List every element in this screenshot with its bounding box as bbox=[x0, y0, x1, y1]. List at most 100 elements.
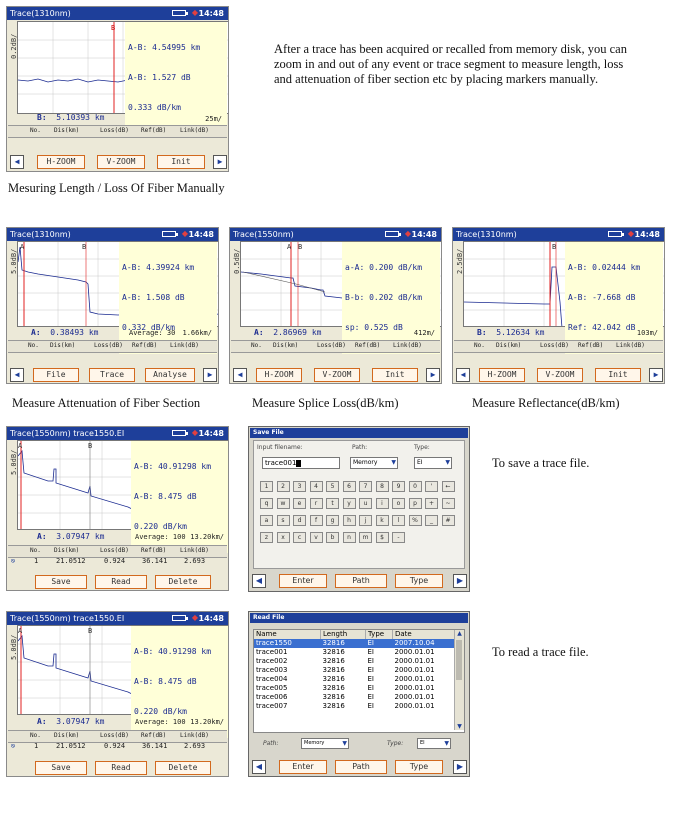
left-arrow-icon[interactable]: ◀ bbox=[252, 574, 266, 588]
key-1-1[interactable]: w bbox=[276, 498, 290, 509]
key-2-4[interactable]: g bbox=[326, 515, 339, 526]
enter-button[interactable]: Enter bbox=[279, 760, 327, 774]
trace-button[interactable]: Trace bbox=[89, 368, 135, 382]
type-button[interactable]: Type bbox=[395, 760, 443, 774]
key-1-4[interactable]: t bbox=[326, 498, 339, 509]
save-button[interactable]: Save bbox=[35, 761, 87, 775]
file-row[interactable]: trace004 32816 EI 2000.01.01 bbox=[254, 675, 454, 684]
v-zoom-button[interactable]: V-ZOOM bbox=[97, 155, 145, 169]
path-select[interactable]: Memory ▼ bbox=[301, 738, 349, 749]
key-0-8[interactable]: 9 bbox=[392, 481, 405, 492]
v-zoom-button[interactable]: V-ZOOM bbox=[537, 368, 583, 382]
key-3-6[interactable]: m bbox=[359, 532, 372, 543]
file-row[interactable]: trace005 32816 EI 2000.01.01 bbox=[254, 684, 454, 693]
key-0-2[interactable]: 3 bbox=[293, 481, 306, 492]
init-button[interactable]: Init bbox=[372, 368, 418, 382]
h-zoom-button[interactable]: H-ZOOM bbox=[256, 368, 302, 382]
left-arrow-icon[interactable]: ◀ bbox=[252, 760, 266, 774]
key-0-9[interactable]: 0 bbox=[408, 481, 422, 492]
type-select[interactable]: EI ▼ bbox=[414, 457, 452, 469]
delete-button[interactable]: Delete bbox=[155, 575, 211, 589]
key-0-11[interactable]: ← bbox=[441, 481, 455, 492]
key-0-4[interactable]: 5 bbox=[326, 481, 339, 492]
key-0-7[interactable]: 8 bbox=[375, 481, 389, 492]
key-1-7[interactable]: i bbox=[375, 498, 389, 509]
type-select[interactable]: EI ▼ bbox=[417, 738, 451, 749]
file-row[interactable]: trace001 32816 EI 2000.01.01 bbox=[254, 648, 454, 657]
key-0-5[interactable]: 6 bbox=[342, 481, 356, 492]
filename-input[interactable]: trace001 bbox=[262, 457, 340, 469]
path-select[interactable]: Memory ▼ bbox=[350, 457, 398, 469]
save-button[interactable]: Save bbox=[35, 575, 87, 589]
key-1-0[interactable]: q bbox=[260, 498, 273, 509]
read-button[interactable]: Read bbox=[95, 575, 147, 589]
key-1-5[interactable]: y bbox=[342, 498, 356, 509]
v-zoom-button[interactable]: V-ZOOM bbox=[314, 368, 360, 382]
key-3-8[interactable]: - bbox=[392, 532, 405, 543]
key-3-5[interactable]: n bbox=[342, 532, 356, 543]
key-2-11[interactable]: # bbox=[441, 515, 455, 526]
key-3-1[interactable]: x bbox=[276, 532, 290, 543]
key-3-2[interactable]: c bbox=[293, 532, 306, 543]
right-arrow-icon[interactable]: ▶ bbox=[649, 368, 663, 382]
right-arrow-icon[interactable]: ▶ bbox=[453, 760, 467, 774]
key-2-5[interactable]: h bbox=[342, 515, 356, 526]
file-row[interactable]: trace007 32816 EI 2000.01.01 bbox=[254, 702, 454, 711]
file-row[interactable]: trace006 32816 EI 2000.01.01 bbox=[254, 693, 454, 702]
key-3-7[interactable]: $ bbox=[375, 532, 389, 543]
scroll-down-icon[interactable]: ▼ bbox=[457, 723, 462, 730]
h-zoom-button[interactable]: H-ZOOM bbox=[479, 368, 525, 382]
left-arrow-icon[interactable]: ◀ bbox=[10, 155, 24, 169]
right-arrow-icon[interactable]: ▶ bbox=[213, 155, 227, 169]
left-arrow-icon[interactable]: ◀ bbox=[233, 368, 247, 382]
right-arrow-icon[interactable]: ▶ bbox=[453, 574, 467, 588]
key-1-8[interactable]: o bbox=[392, 498, 405, 509]
key-0-3[interactable]: 4 bbox=[309, 481, 323, 492]
key-2-8[interactable]: l bbox=[392, 515, 405, 526]
key-2-3[interactable]: f bbox=[309, 515, 323, 526]
read-button[interactable]: Read bbox=[95, 761, 147, 775]
type-button[interactable]: Type bbox=[395, 574, 443, 588]
key-2-0[interactable]: a bbox=[260, 515, 273, 526]
key-1-6[interactable]: u bbox=[359, 498, 372, 509]
event-row[interactable]: ⎋ 1 21.0512 0.924 36.141 2.693 bbox=[11, 557, 206, 565]
path-button[interactable]: Path bbox=[335, 574, 387, 588]
file-row[interactable]: trace1550 32816 EI 2007.10.04 bbox=[254, 639, 454, 648]
scrollbar[interactable]: ▲ ▼ bbox=[454, 630, 464, 730]
key-0-1[interactable]: 2 bbox=[276, 481, 290, 492]
analyse-button[interactable]: Analyse bbox=[145, 368, 195, 382]
left-arrow-icon[interactable]: ◀ bbox=[10, 368, 24, 382]
init-button[interactable]: Init bbox=[595, 368, 641, 382]
key-2-10[interactable]: _ bbox=[425, 515, 438, 526]
key-2-2[interactable]: d bbox=[293, 515, 306, 526]
delete-button[interactable]: Delete bbox=[155, 761, 211, 775]
scroll-thumb[interactable] bbox=[456, 640, 462, 680]
file-row[interactable]: trace002 32816 EI 2000.01.01 bbox=[254, 657, 454, 666]
event-row[interactable]: ⎋ 1 21.0512 0.924 36.141 2.693 bbox=[11, 742, 206, 750]
key-0-6[interactable]: 7 bbox=[359, 481, 372, 492]
key-1-9[interactable]: p bbox=[408, 498, 422, 509]
scroll-up-icon[interactable]: ▲ bbox=[457, 630, 462, 637]
key-0-10[interactable]: ' bbox=[425, 481, 438, 492]
key-3-3[interactable]: v bbox=[309, 532, 323, 543]
left-arrow-icon[interactable]: ◀ bbox=[456, 368, 470, 382]
file-button[interactable]: File bbox=[33, 368, 79, 382]
key-3-4[interactable]: b bbox=[326, 532, 339, 543]
enter-button[interactable]: Enter bbox=[279, 574, 327, 588]
key-1-10[interactable]: + bbox=[425, 498, 438, 509]
key-2-9[interactable]: % bbox=[408, 515, 422, 526]
key-3-0[interactable]: z bbox=[260, 532, 273, 543]
path-button[interactable]: Path bbox=[335, 760, 387, 774]
key-2-6[interactable]: j bbox=[359, 515, 372, 526]
init-button[interactable]: Init bbox=[157, 155, 205, 169]
right-arrow-icon[interactable]: ▶ bbox=[203, 368, 217, 382]
right-arrow-icon[interactable]: ▶ bbox=[426, 368, 440, 382]
key-1-3[interactable]: r bbox=[309, 498, 323, 509]
key-0-0[interactable]: 1 bbox=[260, 481, 273, 492]
key-1-11[interactable]: ~ bbox=[441, 498, 455, 509]
file-row[interactable]: trace003 32816 EI 2000.01.01 bbox=[254, 666, 454, 675]
key-2-1[interactable]: s bbox=[276, 515, 290, 526]
h-zoom-button[interactable]: H-ZOOM bbox=[37, 155, 85, 169]
key-1-2[interactable]: e bbox=[293, 498, 306, 509]
key-2-7[interactable]: k bbox=[375, 515, 389, 526]
